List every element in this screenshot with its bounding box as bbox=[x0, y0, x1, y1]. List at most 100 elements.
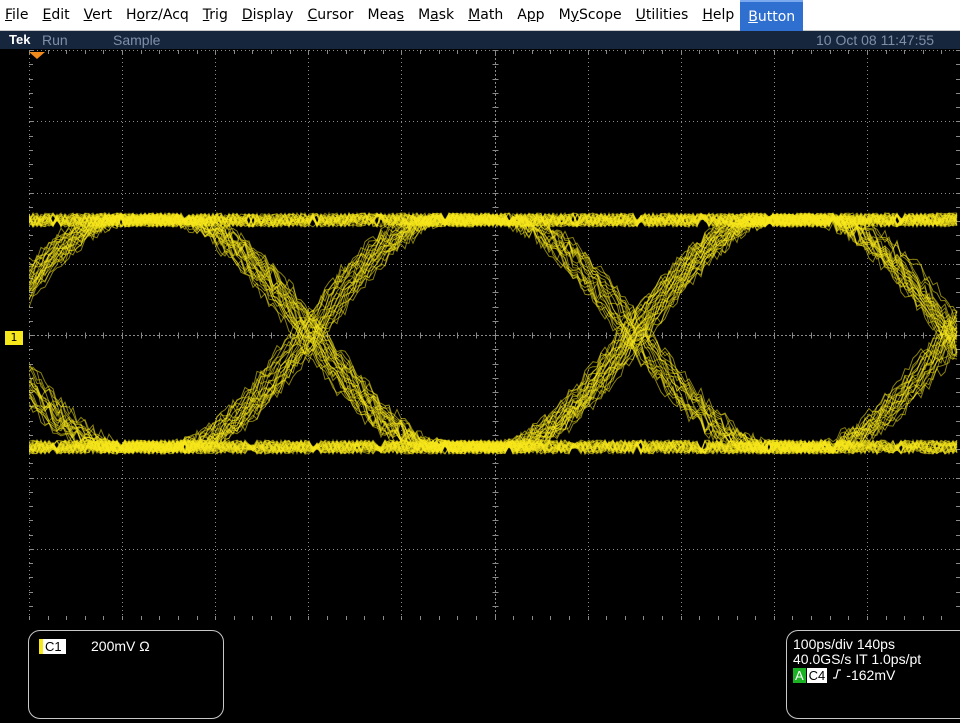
eye-trace bbox=[29, 212, 958, 455]
eye-trace bbox=[29, 211, 958, 455]
eye-trace bbox=[29, 211, 958, 454]
menu-app[interactable]: App bbox=[517, 0, 544, 31]
eye-trace bbox=[29, 214, 958, 456]
eye-trace bbox=[29, 213, 957, 455]
menu-button[interactable]: Button bbox=[740, 0, 804, 31]
eye-trace bbox=[29, 211, 958, 455]
eye-trace bbox=[29, 213, 958, 455]
eye-trace bbox=[29, 212, 958, 456]
timebase-readout-panel[interactable]: 100ps/div 140ps 40.0GS/s IT 1.0ps/pt A C… bbox=[786, 630, 960, 719]
eye-trace bbox=[29, 211, 958, 356]
channel-scale: 200mV Ω bbox=[91, 638, 150, 654]
menu-myscope[interactable]: MyScope bbox=[559, 0, 622, 31]
menu-cursor[interactable]: Cursor bbox=[307, 0, 353, 31]
eye-trace bbox=[29, 212, 958, 456]
menu-trig[interactable]: Trig bbox=[203, 0, 228, 31]
run-state-label[interactable]: Run bbox=[42, 32, 68, 48]
eye-trace bbox=[29, 212, 958, 455]
eye-trace bbox=[29, 211, 958, 338]
menu-label-part: ile bbox=[12, 6, 29, 23]
eye-trace bbox=[29, 211, 958, 455]
horizontal-scale: 100ps/div 140ps bbox=[793, 636, 895, 652]
menu-label-part: utton bbox=[757, 8, 796, 25]
eye-trace bbox=[29, 212, 958, 456]
menu-label-part: sk bbox=[438, 6, 455, 23]
trigger-position-icon[interactable] bbox=[29, 52, 45, 60]
eye-trace bbox=[29, 212, 958, 455]
datetime-label: 10 Oct 08 11:47:55 bbox=[816, 32, 935, 48]
eye-trace bbox=[29, 211, 958, 455]
trigger-readout[interactable]: A C4 -162mV bbox=[793, 668, 895, 683]
menu-label-part: elp bbox=[712, 6, 735, 23]
menu-label-part: A bbox=[517, 6, 527, 23]
eye-trace bbox=[29, 212, 958, 456]
eye-trace bbox=[29, 211, 958, 456]
menu-mnemonic: V bbox=[83, 6, 93, 23]
menu-label-part: p bbox=[535, 6, 545, 23]
eye-trace bbox=[29, 212, 958, 455]
menu-file[interactable]: File bbox=[5, 0, 28, 31]
menu-mnemonic: U bbox=[635, 6, 646, 23]
channel-badge[interactable]: C1 bbox=[39, 639, 66, 654]
eye-trace bbox=[29, 212, 957, 456]
eye-trace bbox=[29, 211, 958, 455]
eye-trace bbox=[29, 212, 958, 455]
eye-trace bbox=[29, 212, 958, 456]
menu-mnemonic: y bbox=[570, 6, 579, 23]
menu-bar: File Edit Vert Horz/Acq Trig Display Cursor Mea… bbox=[0, 0, 960, 31]
eye-trace bbox=[29, 212, 958, 358]
sample-rate: 40.0GS/s IT 1.0ps/pt bbox=[793, 651, 922, 667]
eye-trace bbox=[29, 211, 958, 455]
menu-label-part: ath bbox=[480, 6, 504, 23]
menu-edit[interactable]: Edit bbox=[42, 0, 69, 31]
eye-trace bbox=[29, 211, 958, 455]
menu-utilities[interactable]: Utilities bbox=[636, 0, 689, 31]
waveform-display[interactable] bbox=[29, 50, 960, 620]
channel-readout-panel[interactable]: C1 200mV Ω bbox=[28, 630, 224, 719]
eye-trace bbox=[29, 213, 958, 456]
menu-vert[interactable]: Vert bbox=[84, 0, 112, 31]
menu-math[interactable]: Math bbox=[468, 0, 503, 31]
menu-mnemonic: D bbox=[241, 6, 253, 23]
menu-label-part: M bbox=[418, 6, 431, 23]
eye-trace bbox=[29, 212, 958, 455]
menu-horz-acq[interactable]: Horz/Acq bbox=[126, 0, 189, 31]
eye-trace bbox=[29, 211, 958, 455]
menu-meas[interactable]: Meas bbox=[367, 0, 404, 31]
eye-trace bbox=[29, 212, 958, 453]
eye-trace bbox=[29, 211, 958, 314]
menu-label-part: isplay bbox=[252, 6, 294, 23]
eye-trace bbox=[29, 212, 958, 455]
menu-mnemonic: s bbox=[396, 6, 405, 23]
eye-trace bbox=[29, 211, 958, 453]
eye-trace bbox=[29, 330, 958, 455]
eye-trace bbox=[29, 212, 957, 454]
menu-display[interactable]: Display bbox=[242, 0, 294, 31]
menu-label-part: H bbox=[125, 6, 137, 23]
menu-mnemonic: C bbox=[307, 6, 318, 23]
eye-trace bbox=[29, 212, 958, 455]
eye-trace bbox=[29, 211, 958, 455]
eye-trace bbox=[29, 212, 958, 454]
eye-trace bbox=[29, 212, 958, 455]
eye-trace bbox=[29, 213, 958, 455]
eye-trace bbox=[29, 212, 958, 455]
menu-mask[interactable]: Mask bbox=[418, 0, 454, 31]
eye-trace bbox=[29, 211, 958, 456]
menu-mnemonic: o bbox=[136, 6, 146, 23]
eye-trace bbox=[29, 212, 958, 455]
eye-trace bbox=[29, 211, 958, 455]
eye-trace bbox=[29, 212, 958, 455]
eye-trace bbox=[29, 212, 958, 456]
eye-trace bbox=[29, 212, 958, 455]
rising-edge-icon bbox=[832, 668, 842, 683]
menu-help[interactable]: Help bbox=[702, 0, 734, 31]
eye-trace bbox=[29, 211, 958, 455]
menu-mnemonic: F bbox=[5, 6, 13, 23]
eye-trace bbox=[29, 212, 958, 456]
eye-trace bbox=[29, 213, 958, 456]
ch1-ground-marker[interactable]: 1 bbox=[5, 331, 23, 345]
acquisition-mode-label[interactable]: Sample bbox=[113, 32, 161, 48]
menu-label-part: dit bbox=[51, 6, 70, 23]
eye-trace bbox=[29, 211, 958, 455]
